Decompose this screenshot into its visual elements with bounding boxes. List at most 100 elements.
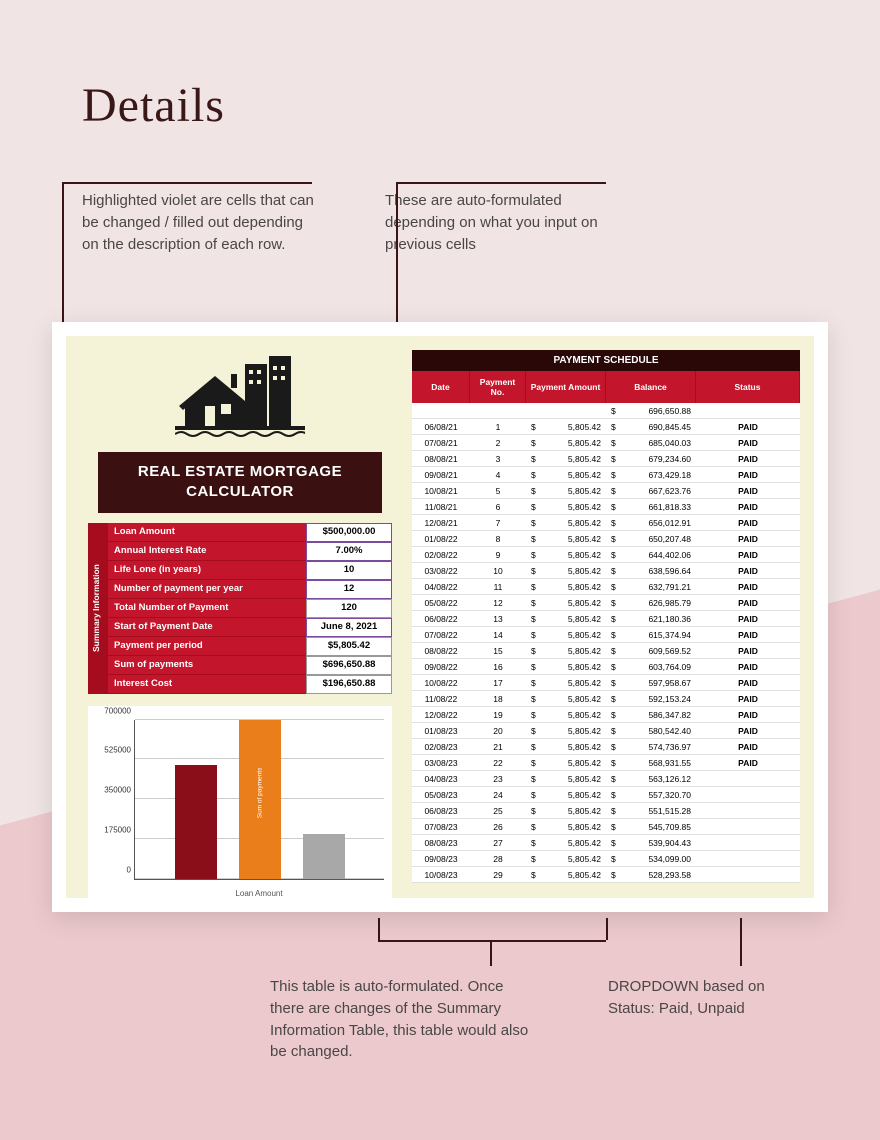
cell-status[interactable]: PAID bbox=[696, 515, 800, 530]
right-column: PAYMENT SCHEDULE Date Payment No. Paymen… bbox=[412, 350, 800, 898]
cell-status[interactable]: PAID bbox=[696, 595, 800, 610]
cell-status[interactable]: PAID bbox=[696, 531, 800, 546]
table-row: 06/08/2213$5,805.42$621,180.36PAID bbox=[412, 611, 800, 627]
cell-status[interactable]: PAID bbox=[696, 723, 800, 738]
cell-payment-no: 27 bbox=[470, 835, 526, 850]
summary-value: $696,650.88 bbox=[306, 656, 392, 675]
opening-balance: $696,650.88 bbox=[606, 403, 696, 418]
page-title: Details bbox=[82, 78, 225, 133]
cell-status[interactable]: PAID bbox=[696, 467, 800, 482]
cell-balance: $679,234.60 bbox=[606, 451, 696, 466]
cell-status[interactable]: PAID bbox=[696, 675, 800, 690]
table-row: 09/08/214$5,805.42$673,429.18PAID bbox=[412, 467, 800, 483]
chart-y-tick: 350000 bbox=[93, 786, 131, 795]
cell-status[interactable]: PAID bbox=[696, 627, 800, 642]
table-row: 06/08/2325$5,805.42$551,515.28 bbox=[412, 803, 800, 819]
calc-title-line2: CALCULATOR bbox=[106, 482, 374, 502]
cell-payment-no: 7 bbox=[470, 515, 526, 530]
cell-payment-no: 19 bbox=[470, 707, 526, 722]
table-row: 03/08/2322$5,805.42$568,931.55PAID bbox=[412, 755, 800, 771]
cell-amount: $5,805.42 bbox=[526, 707, 606, 722]
cell-balance: $690,845.45 bbox=[606, 419, 696, 434]
cell-status[interactable]: PAID bbox=[696, 499, 800, 514]
cell-date: 06/08/21 bbox=[412, 419, 470, 434]
cell-payment-no: 26 bbox=[470, 819, 526, 834]
cell-balance: $574,736.97 bbox=[606, 739, 696, 754]
cell-status[interactable]: PAID bbox=[696, 435, 800, 450]
table-row: 07/08/212$5,805.42$685,040.03PAID bbox=[412, 435, 800, 451]
col-balance: Balance bbox=[606, 371, 696, 403]
cell-status[interactable]: PAID bbox=[696, 659, 800, 674]
cell-status[interactable]: PAID bbox=[696, 563, 800, 578]
cell-date: 08/08/22 bbox=[412, 643, 470, 658]
cell-amount: $5,805.42 bbox=[526, 435, 606, 450]
cell-balance: $615,374.94 bbox=[606, 627, 696, 642]
cell-amount: $5,805.42 bbox=[526, 547, 606, 562]
payment-schedule-header: Date Payment No. Payment Amount Balance … bbox=[412, 371, 800, 403]
connector-line bbox=[378, 918, 380, 940]
chart-grid: 0175000350000525000700000Sum of payments bbox=[134, 720, 384, 880]
cell-balance: $534,099.00 bbox=[606, 851, 696, 866]
table-row: 12/08/2219$5,805.42$586,347.82PAID bbox=[412, 707, 800, 723]
cell-date: 03/08/23 bbox=[412, 755, 470, 770]
cell-status[interactable]: PAID bbox=[696, 643, 800, 658]
table-row: 08/08/2215$5,805.42$609,569.52PAID bbox=[412, 643, 800, 659]
cell-payment-no: 14 bbox=[470, 627, 526, 642]
cell-status[interactable]: PAID bbox=[696, 707, 800, 722]
cell-amount: $5,805.42 bbox=[526, 739, 606, 754]
cell-date: 09/08/23 bbox=[412, 851, 470, 866]
cell-balance: $661,818.33 bbox=[606, 499, 696, 514]
cell-balance: $597,958.67 bbox=[606, 675, 696, 690]
bar-chart: 0175000350000525000700000Sum of payments… bbox=[88, 706, 392, 899]
cell-balance: $650,207.48 bbox=[606, 531, 696, 546]
cell-payment-no: 2 bbox=[470, 435, 526, 450]
table-row: 07/08/2214$5,805.42$615,374.94PAID bbox=[412, 627, 800, 643]
cell-date: 10/08/23 bbox=[412, 867, 470, 882]
cell-status[interactable]: PAID bbox=[696, 739, 800, 754]
cell-status[interactable]: PAID bbox=[696, 451, 800, 466]
cell-status[interactable] bbox=[696, 803, 800, 818]
cell-date: 03/08/22 bbox=[412, 563, 470, 578]
table-row: 09/08/2216$5,805.42$603,764.09PAID bbox=[412, 659, 800, 675]
cell-balance: $563,126.12 bbox=[606, 771, 696, 786]
col-payment-no: Payment No. bbox=[470, 371, 526, 403]
table-row: 04/08/2211$5,805.42$632,791.21PAID bbox=[412, 579, 800, 595]
cell-amount: $5,805.42 bbox=[526, 451, 606, 466]
cell-balance: $667,623.76 bbox=[606, 483, 696, 498]
summary-value[interactable]: $500,000.00 bbox=[306, 523, 392, 542]
summary-value[interactable]: 7.00% bbox=[306, 542, 392, 561]
chart-y-tick: 0 bbox=[93, 865, 131, 874]
cell-date: 08/08/23 bbox=[412, 835, 470, 850]
table-row: 10/08/215$5,805.42$667,623.76PAID bbox=[412, 483, 800, 499]
cell-status[interactable]: PAID bbox=[696, 611, 800, 626]
cell-status[interactable] bbox=[696, 819, 800, 834]
cell-date: 12/08/22 bbox=[412, 707, 470, 722]
cell-date: 10/08/21 bbox=[412, 483, 470, 498]
cell-date: 10/08/22 bbox=[412, 675, 470, 690]
cell-payment-no: 22 bbox=[470, 755, 526, 770]
annotation-auto-formulated: These are auto-formulated depending on w… bbox=[385, 190, 615, 255]
cell-status[interactable] bbox=[696, 835, 800, 850]
cell-status[interactable] bbox=[696, 851, 800, 866]
col-status: Status bbox=[696, 371, 800, 403]
cell-status[interactable]: PAID bbox=[696, 547, 800, 562]
cell-status[interactable] bbox=[696, 867, 800, 882]
cell-payment-no: 20 bbox=[470, 723, 526, 738]
cell-amount: $5,805.42 bbox=[526, 659, 606, 674]
cell-amount: $5,805.42 bbox=[526, 867, 606, 882]
cell-status[interactable]: PAID bbox=[696, 691, 800, 706]
summary-value[interactable]: 12 bbox=[306, 580, 392, 599]
cell-status[interactable] bbox=[696, 771, 800, 786]
cell-status[interactable]: PAID bbox=[696, 755, 800, 770]
cell-status[interactable]: PAID bbox=[696, 579, 800, 594]
cell-status[interactable]: PAID bbox=[696, 483, 800, 498]
cell-status[interactable] bbox=[696, 787, 800, 802]
cell-date: 07/08/22 bbox=[412, 627, 470, 642]
cell-payment-no: 21 bbox=[470, 739, 526, 754]
cell-date: 04/08/22 bbox=[412, 579, 470, 594]
summary-value[interactable]: 10 bbox=[306, 561, 392, 580]
cell-payment-no: 3 bbox=[470, 451, 526, 466]
summary-value[interactable]: June 8, 2021 bbox=[306, 618, 392, 637]
cell-status[interactable]: PAID bbox=[696, 419, 800, 434]
cell-amount: $5,805.42 bbox=[526, 595, 606, 610]
